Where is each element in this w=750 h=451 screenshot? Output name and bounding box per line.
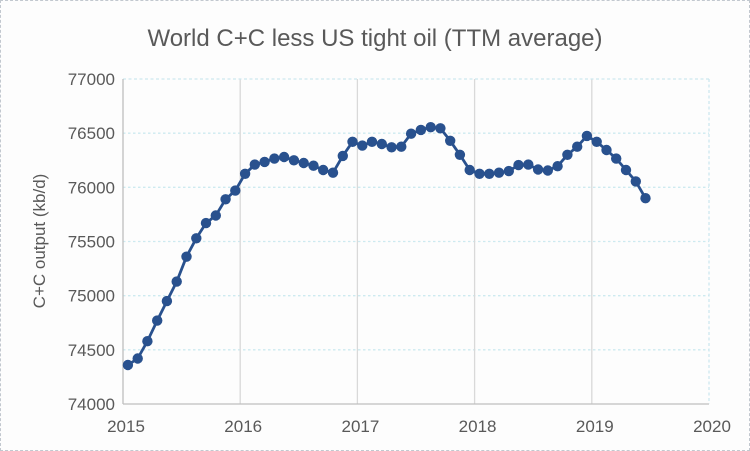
data-point bbox=[220, 194, 231, 205]
x-tick-label: 2016 bbox=[224, 417, 262, 436]
data-point bbox=[474, 168, 485, 179]
data-point bbox=[308, 160, 319, 171]
data-point bbox=[327, 167, 339, 178]
data-point bbox=[484, 168, 495, 179]
data-point bbox=[405, 128, 417, 139]
y-tick-label: 76000 bbox=[68, 178, 115, 197]
chart-title: World C+C less US tight oil (TTM average… bbox=[147, 25, 603, 52]
data-point bbox=[454, 149, 466, 160]
data-point bbox=[640, 193, 651, 204]
data-point bbox=[210, 210, 221, 221]
data-point bbox=[415, 124, 427, 136]
data-point bbox=[288, 155, 300, 166]
data-point bbox=[493, 167, 505, 178]
data-point bbox=[445, 135, 456, 146]
data-point bbox=[269, 153, 280, 164]
x-tick-label: 2020 bbox=[693, 417, 731, 436]
data-point bbox=[503, 165, 514, 177]
data-point bbox=[161, 295, 173, 307]
y-tick-label: 75500 bbox=[68, 233, 115, 252]
data-point bbox=[562, 149, 573, 160]
x-tick-label: 2018 bbox=[459, 417, 497, 436]
data-point bbox=[298, 157, 309, 169]
data-point bbox=[230, 185, 241, 196]
x-tick-label: 2017 bbox=[341, 417, 379, 436]
data-point bbox=[200, 217, 212, 229]
data-point bbox=[259, 156, 270, 168]
data-point bbox=[581, 130, 593, 142]
x-tick-label: 2015 bbox=[107, 417, 145, 436]
data-point bbox=[523, 159, 534, 170]
data-point bbox=[425, 122, 436, 133]
y-tick-label: 77000 bbox=[68, 70, 115, 89]
data-point bbox=[620, 164, 632, 176]
y-tick-label: 74500 bbox=[68, 341, 115, 360]
data-point bbox=[278, 151, 290, 163]
data-point bbox=[239, 168, 251, 179]
data-point bbox=[152, 315, 163, 326]
data-point bbox=[542, 165, 553, 176]
data-point bbox=[601, 144, 612, 156]
data-point bbox=[366, 136, 378, 147]
data-point bbox=[572, 141, 583, 152]
data-point bbox=[532, 164, 544, 175]
data-point bbox=[464, 164, 475, 176]
y-tick-label: 76500 bbox=[68, 124, 115, 143]
data-point bbox=[611, 153, 622, 164]
data-point bbox=[591, 136, 602, 147]
data-point bbox=[122, 359, 134, 371]
data-point bbox=[347, 136, 358, 147]
data-point bbox=[181, 251, 192, 262]
data-point bbox=[142, 336, 153, 347]
data-point bbox=[191, 233, 202, 244]
data-point bbox=[376, 138, 387, 150]
data-point bbox=[337, 150, 348, 162]
data-point bbox=[249, 159, 260, 170]
y-tick-label: 75000 bbox=[68, 287, 115, 306]
y-tick-label: 74000 bbox=[68, 395, 115, 414]
data-point bbox=[513, 159, 524, 171]
data-point bbox=[435, 123, 446, 134]
series-line bbox=[126, 125, 647, 367]
data-point bbox=[396, 141, 407, 152]
data-point bbox=[630, 176, 641, 187]
data-point bbox=[357, 140, 368, 151]
data-point bbox=[386, 142, 397, 153]
data-point bbox=[318, 164, 329, 176]
data-point bbox=[132, 353, 143, 364]
data-point bbox=[171, 276, 182, 287]
x-tick-label: 2019 bbox=[576, 417, 614, 436]
data-point bbox=[552, 161, 563, 172]
